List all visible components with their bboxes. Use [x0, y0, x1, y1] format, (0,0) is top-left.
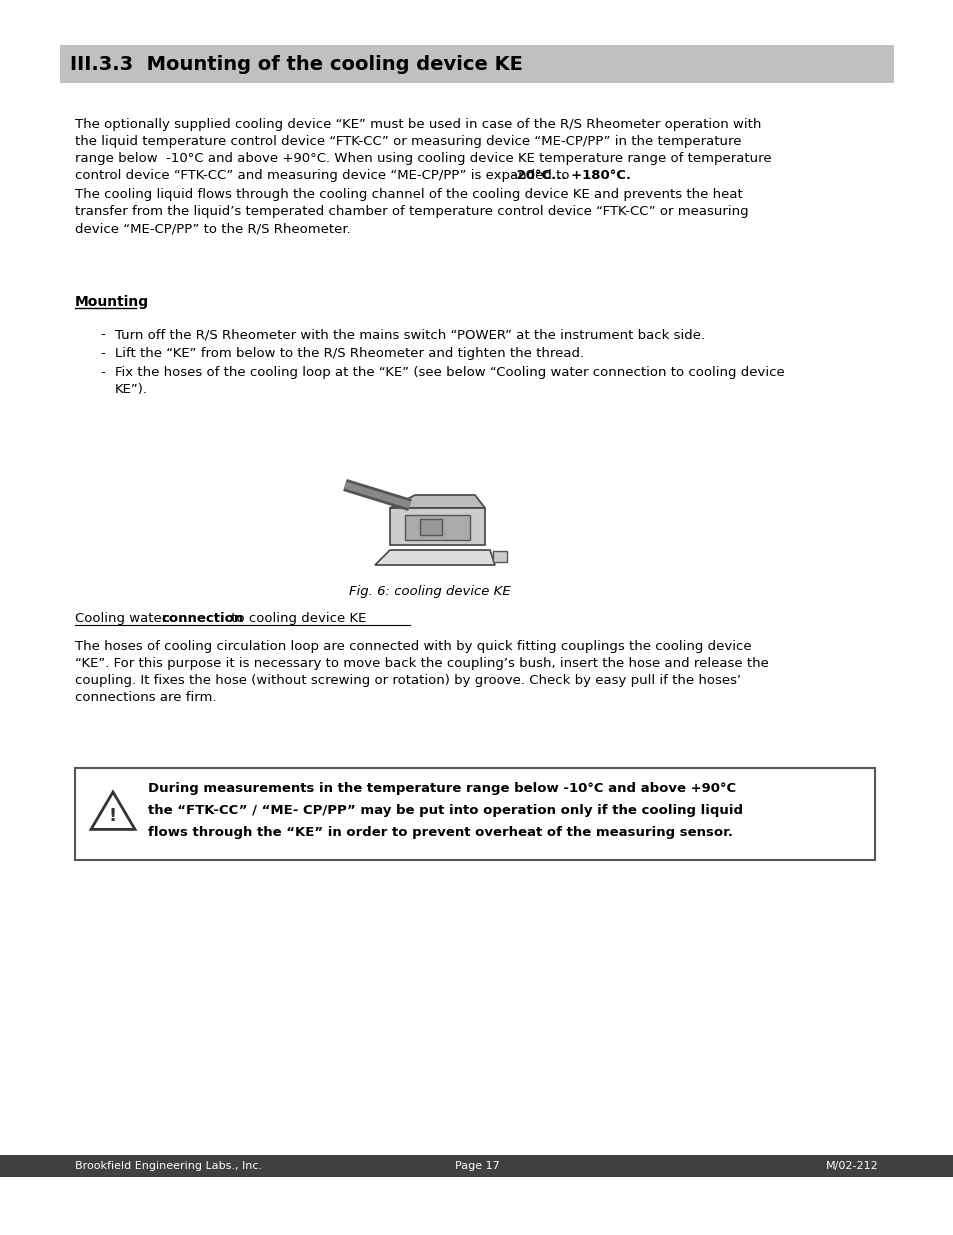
Text: Brookfield Engineering Labs., Inc.: Brookfield Engineering Labs., Inc. — [75, 1161, 262, 1171]
Bar — [390, 508, 484, 545]
Text: !: ! — [109, 808, 117, 825]
Text: During measurements in the temperature range below -10°C and above +90°C: During measurements in the temperature r… — [148, 782, 736, 795]
Text: The cooling liquid flows through the cooling channel of the cooling device KE an: The cooling liquid flows through the coo… — [75, 188, 742, 201]
Text: Mounting: Mounting — [75, 295, 149, 309]
Text: connection: connection — [161, 613, 243, 625]
Text: Fix the hoses of the cooling loop at the “KE” (see below “Cooling water connecti: Fix the hoses of the cooling loop at the… — [115, 366, 784, 379]
Text: Cooling water: Cooling water — [75, 613, 172, 625]
Text: -20°C... +180°C.: -20°C... +180°C. — [511, 169, 630, 182]
Text: KE”).: KE”). — [115, 383, 148, 396]
Bar — [405, 515, 470, 540]
Text: “KE”. For this purpose it is necessary to move back the coupling’s bush, insert : “KE”. For this purpose it is necessary t… — [75, 657, 768, 671]
Text: Fig. 6: cooling device KE: Fig. 6: cooling device KE — [349, 585, 511, 598]
Text: The hoses of cooling circulation loop are connected with by quick fitting coupli: The hoses of cooling circulation loop ar… — [75, 640, 751, 653]
Text: transfer from the liquid’s temperated chamber of temperature control device “FTK: transfer from the liquid’s temperated ch… — [75, 205, 748, 219]
Bar — [75, 768, 874, 860]
Text: -: - — [100, 366, 105, 379]
Text: Turn off the R/S Rheometer with the mains switch “POWER” at the instrument back : Turn off the R/S Rheometer with the main… — [115, 329, 704, 341]
Polygon shape — [91, 792, 135, 830]
Text: range below  -10°C and above +90°C. When using cooling device KE temperature ran: range below -10°C and above +90°C. When … — [75, 152, 771, 165]
Text: the “FTK-CC” / “ME- CP/PP” may be put into operation only if the cooling liquid: the “FTK-CC” / “ME- CP/PP” may be put in… — [148, 804, 742, 818]
Bar — [493, 551, 506, 562]
Text: flows through the “KE” in order to prevent overheat of the measuring sensor.: flows through the “KE” in order to preve… — [148, 826, 732, 839]
Text: connections are firm.: connections are firm. — [75, 692, 216, 704]
Text: -: - — [100, 347, 105, 359]
Bar — [419, 519, 441, 535]
Text: M/02-212: M/02-212 — [825, 1161, 878, 1171]
Text: Lift the “KE” from below to the R/S Rheometer and tighten the thread.: Lift the “KE” from below to the R/S Rheo… — [115, 347, 583, 359]
Bar — [60, 44, 893, 83]
Text: the liquid temperature control device “FTK-CC” or measuring device “ME-CP/PP” in: the liquid temperature control device “F… — [75, 135, 740, 148]
Text: coupling. It fixes the hose (without screwing or rotation) by groove. Check by e: coupling. It fixes the hose (without scr… — [75, 674, 740, 687]
Bar — [0, 1155, 953, 1177]
Text: device “ME-CP/PP” to the R/S Rheometer.: device “ME-CP/PP” to the R/S Rheometer. — [75, 222, 351, 235]
Polygon shape — [375, 550, 495, 564]
Text: control device “FTK-CC” and measuring device “ME-CP/PP” is expanded to: control device “FTK-CC” and measuring de… — [75, 169, 573, 182]
Text: to cooling device KE: to cooling device KE — [227, 613, 366, 625]
Text: Page 17: Page 17 — [455, 1161, 498, 1171]
Polygon shape — [390, 495, 484, 508]
Text: -: - — [100, 329, 105, 341]
Text: The optionally supplied cooling device “KE” must be used in case of the R/S Rheo: The optionally supplied cooling device “… — [75, 119, 760, 131]
Text: III.3.3  Mounting of the cooling device KE: III.3.3 Mounting of the cooling device K… — [70, 54, 522, 74]
